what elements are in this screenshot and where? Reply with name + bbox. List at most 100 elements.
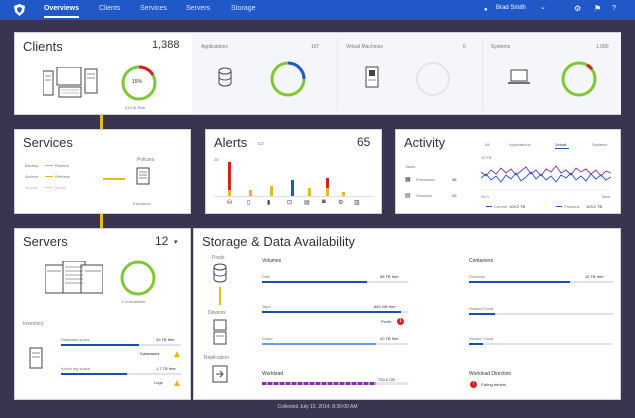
service-backup-label[interactable]: Backup xyxy=(25,163,39,168)
activity-filter-systems[interactable]: Systems xyxy=(592,142,608,147)
previous-series-line xyxy=(481,171,612,183)
pools-status-label[interactable]: Pools xyxy=(381,319,392,324)
activity-filter-virtual[interactable]: Virtual xyxy=(555,142,567,147)
tab-servers[interactable]: Servers xyxy=(186,5,211,12)
service-restore-label[interactable]: Restore xyxy=(55,163,70,168)
flow-connector xyxy=(100,213,103,229)
alert-bar[interactable] xyxy=(326,178,329,196)
activity-title[interactable]: Activity xyxy=(404,135,446,150)
volume-cloud-value: 40 TB free xyxy=(380,336,399,341)
container-directory-label[interactable]: Directory xyxy=(469,274,486,279)
clients-risk-ring[interactable] xyxy=(119,63,159,103)
systems-label[interactable]: Systems xyxy=(491,44,511,50)
service-migrate-label[interactable]: Migrate xyxy=(25,185,39,190)
service-archive-label[interactable]: Archive xyxy=(25,174,39,179)
active-log-label[interactable]: Active log space xyxy=(61,366,91,371)
container-vendor-cloud-bar-fill xyxy=(469,343,484,345)
database-space-bar-fill xyxy=(61,344,139,346)
container-directory-bar-fill xyxy=(469,281,570,283)
systems-ring[interactable] xyxy=(559,59,599,99)
alert-bar-warning[interactable] xyxy=(270,186,273,196)
tab-clients[interactable]: Clients xyxy=(99,5,121,12)
database-icon xyxy=(218,67,232,87)
alerts-count: 65 xyxy=(357,135,371,149)
tab-overviews[interactable]: Overviews xyxy=(44,5,80,18)
container-directory-bar xyxy=(469,281,613,283)
previous-legend-swatch xyxy=(556,206,562,207)
policies-label[interactable]: Policies xyxy=(137,157,155,163)
chevron-down-icon[interactable]: ⌄ xyxy=(540,4,546,11)
volume-tape-label[interactable]: Tape xyxy=(262,304,271,309)
alert-bar-warning[interactable] xyxy=(308,188,311,196)
devices-label[interactable]: Devices xyxy=(208,310,226,316)
tab-storage[interactable]: Storage xyxy=(231,5,256,12)
flow-connector xyxy=(100,114,103,130)
sessions-label[interactable]: Sessions xyxy=(416,193,433,198)
service-link xyxy=(45,176,53,177)
activity-y-label: 10 TB xyxy=(481,155,492,160)
container-hosted-cloud-bar xyxy=(469,313,613,315)
activity-line-chart[interactable] xyxy=(481,160,613,194)
gear-icon[interactable]: ⚙ xyxy=(574,4,582,13)
activity-filter-all[interactable]: All xyxy=(485,142,490,147)
container-hosted-cloud-bar-fill xyxy=(469,313,495,315)
tab-services[interactable]: Services xyxy=(140,5,167,12)
applications-label[interactable]: Applications xyxy=(201,44,228,50)
activity-filter-applications[interactable]: Applications xyxy=(509,142,531,147)
alert-bar-warning[interactable] xyxy=(326,188,329,196)
volume-cloud-label[interactable]: Cloud xyxy=(262,336,273,341)
policies-connector xyxy=(103,178,125,180)
user-name[interactable]: Brad Smith xyxy=(496,5,526,11)
alerts-baseline xyxy=(214,196,374,197)
expiration-label[interactable]: Expiration xyxy=(133,201,151,206)
services-title[interactable]: Services xyxy=(23,135,73,150)
replication-label[interactable]: Replication xyxy=(204,355,229,361)
servers-title[interactable]: Servers xyxy=(23,234,68,249)
databases-label[interactable]: Databases xyxy=(140,351,160,356)
applications-ring[interactable] xyxy=(268,59,308,99)
processes-label[interactable]: Processes xyxy=(416,177,435,182)
database-space-label[interactable]: Database space xyxy=(61,337,90,342)
clients-devices-icon xyxy=(43,67,98,98)
alert-bar-warning[interactable] xyxy=(228,190,231,196)
volume-tape-bar-fill xyxy=(262,311,401,313)
inventory-label: Inventory xyxy=(23,321,44,327)
shield-logo-icon[interactable] xyxy=(14,4,25,16)
footer-timestamp: Collected July 15, 2014, 8:30:00 AM xyxy=(277,404,358,410)
service-retrieve-label[interactable]: Retrieve xyxy=(55,174,70,179)
servers-availability-ring[interactable] xyxy=(118,258,158,298)
warning-icon xyxy=(174,351,180,357)
flag-icon[interactable]: ⚑ xyxy=(594,4,602,13)
container-vendor-cloud-label[interactable]: Vendor Cloud xyxy=(469,336,494,341)
alerts-title[interactable]: Alerts xyxy=(214,135,248,150)
virtual-machines-label[interactable]: Virtual Machines xyxy=(346,44,383,50)
storage-title[interactable]: Storage & Data Availability xyxy=(202,234,355,249)
service-recall-label[interactable]: Recall xyxy=(55,185,67,190)
clients-title[interactable]: Clients xyxy=(23,39,63,54)
containers-label[interactable]: Containers xyxy=(469,258,494,264)
activity-x-end: Now xyxy=(602,194,611,199)
logs-label[interactable]: Logs xyxy=(154,380,163,385)
user-icon: ● xyxy=(484,7,488,13)
volume-disk-label[interactable]: Disk xyxy=(262,274,270,279)
help-icon[interactable]: ? xyxy=(612,5,616,12)
warning-icon xyxy=(174,380,180,386)
alerts-y-top-label: 25 xyxy=(214,157,219,162)
virtual-machines-ring[interactable] xyxy=(413,59,453,99)
alert-bar-warning[interactable] xyxy=(249,190,252,196)
alert-laptop-icon: ⊡ xyxy=(287,200,293,206)
alerts-bar-chart xyxy=(214,160,374,196)
alert-bar[interactable] xyxy=(291,180,294,196)
workload-direction-label[interactable]: Workload Direction xyxy=(469,371,512,377)
volume-cloud-bar-fill xyxy=(262,343,376,345)
container-hosted-cloud-label[interactable]: Hosted Cloud xyxy=(469,306,494,311)
service-link xyxy=(45,187,53,188)
active-log-value: 1.7 TB free xyxy=(156,366,176,371)
volumes-label[interactable]: Volumes xyxy=(262,258,282,264)
database-space-value: 40 TB free xyxy=(156,337,175,342)
workload-label[interactable]: Workload xyxy=(262,371,284,377)
alert-bar[interactable] xyxy=(228,162,231,196)
chevron-down-icon[interactable]: ▾ xyxy=(174,239,178,246)
alert-bar-warning[interactable] xyxy=(342,192,345,196)
pools-label[interactable]: Pools xyxy=(212,255,225,261)
